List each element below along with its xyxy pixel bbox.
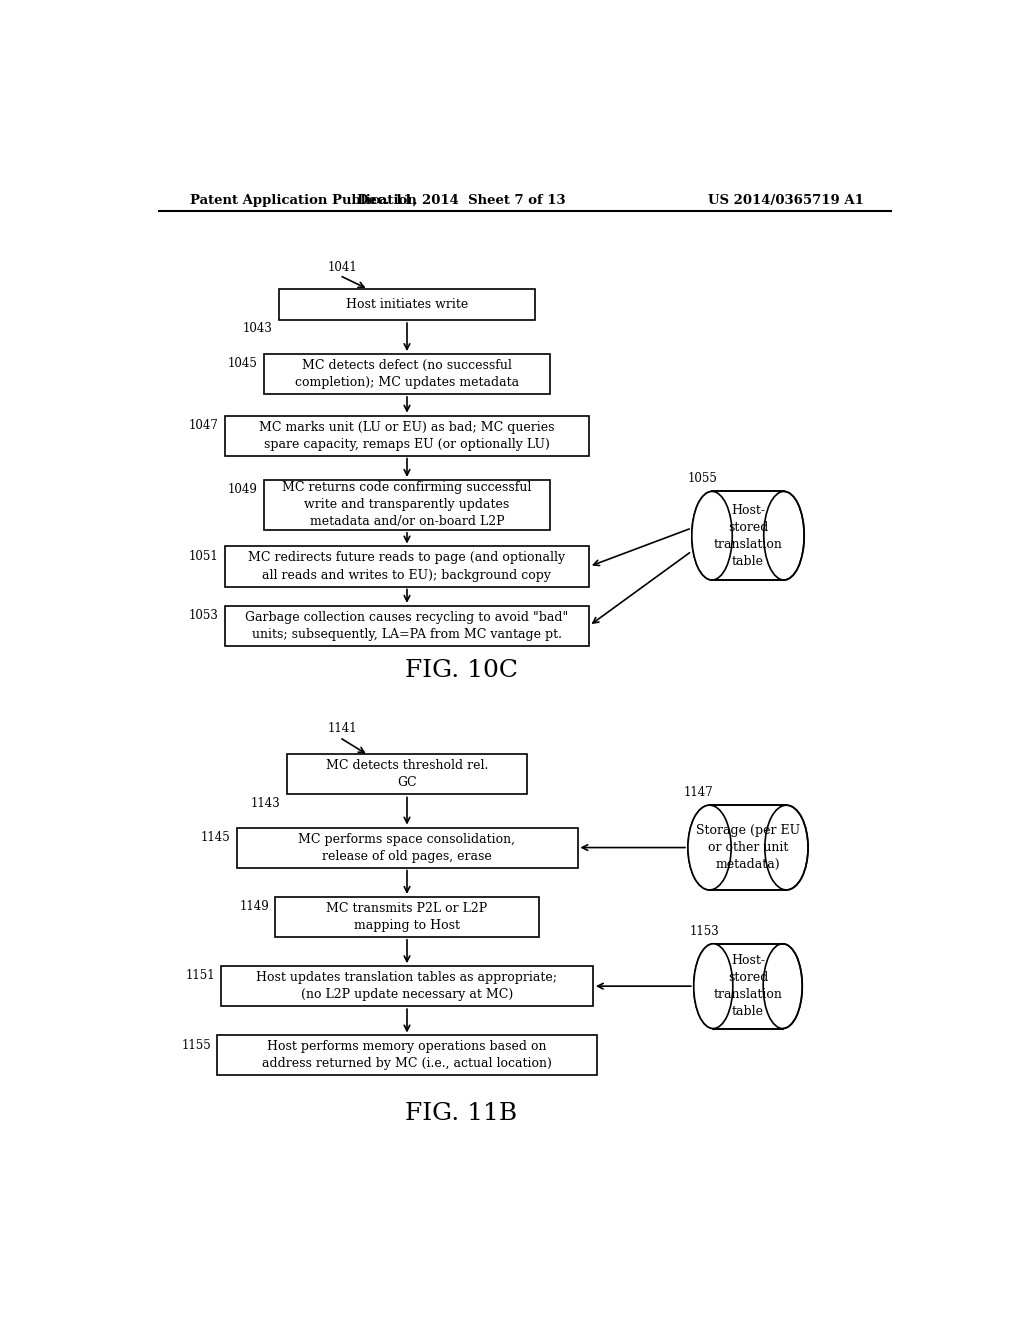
Ellipse shape [688,805,731,890]
Text: 1145: 1145 [201,830,230,843]
Bar [714,944,782,1028]
Text: MC performs space consolidation,
release of old pages, erase: MC performs space consolidation, release… [299,833,515,862]
Text: MC marks unit (LU or EU) as bad; MC queries
spare capacity, remaps EU (or option: MC marks unit (LU or EU) as bad; MC quer… [259,421,555,450]
Bar [712,491,784,579]
Ellipse shape [765,805,808,890]
Text: 1153: 1153 [690,924,720,937]
Text: 1051: 1051 [188,549,219,562]
Ellipse shape [692,491,732,579]
Bar [237,828,578,867]
Text: Garbage collection causes recycling to avoid "bad"
units; subsequently, LA=PA fr: Garbage collection causes recycling to a… [246,611,568,640]
Text: 1043: 1043 [243,322,273,335]
Bar [280,289,535,321]
Text: 1151: 1151 [185,969,215,982]
Text: 1047: 1047 [188,418,219,432]
Ellipse shape [692,491,732,579]
Ellipse shape [763,944,802,1028]
Text: Host updates translation tables as appropriate;
(no L2P update necessary at MC): Host updates translation tables as appro… [256,972,557,1001]
Text: 1041: 1041 [328,261,357,275]
Text: US 2014/0365719 A1: US 2014/0365719 A1 [709,194,864,207]
Text: FIG. 11B: FIG. 11B [406,1102,517,1125]
Text: FIG. 10C: FIG. 10C [404,659,518,682]
Text: 1045: 1045 [227,358,257,370]
Bar [225,546,589,586]
Bar [217,1035,597,1076]
Bar [714,944,782,1028]
Ellipse shape [693,944,733,1028]
Ellipse shape [764,491,804,579]
Ellipse shape [688,805,731,890]
Text: Host-
stored
translation
table: Host- stored translation table [714,504,782,568]
Text: Storage (per EU
or other unit
metadata): Storage (per EU or other unit metadata) [696,824,800,871]
Text: 1147: 1147 [684,785,714,799]
Bar [263,354,550,393]
Ellipse shape [693,944,733,1028]
Text: 1149: 1149 [240,900,269,913]
Text: MC returns code confirming successful
write and transparently updates
metadata a: MC returns code confirming successful wr… [283,482,531,528]
Text: Host performs memory operations based on
address returned by MC (i.e., actual lo: Host performs memory operations based on… [262,1040,552,1071]
Bar [225,606,589,645]
Text: MC transmits P2L or L2P
mapping to Host: MC transmits P2L or L2P mapping to Host [327,902,487,932]
Bar [710,805,786,890]
Bar [225,416,589,455]
Bar [287,755,527,795]
Bar [710,805,786,890]
Text: Host initiates write: Host initiates write [346,298,468,312]
Text: Dec. 11, 2014  Sheet 7 of 13: Dec. 11, 2014 Sheet 7 of 13 [357,194,565,207]
Bar [263,480,550,529]
Text: 1155: 1155 [181,1039,211,1052]
Text: 1055: 1055 [688,473,718,486]
Bar [712,491,784,579]
Text: 1049: 1049 [227,483,257,496]
Text: MC detects defect (no successful
completion); MC updates metadata: MC detects defect (no successful complet… [295,359,519,389]
Bar [221,966,593,1006]
Text: 1053: 1053 [188,609,219,622]
Bar [275,896,539,937]
Text: Host-
stored
translation
table: Host- stored translation table [714,954,782,1018]
Text: Patent Application Publication: Patent Application Publication [190,194,417,207]
Text: 1143: 1143 [251,797,281,809]
Text: 1141: 1141 [328,722,357,735]
Text: MC redirects future reads to page (and optionally
all reads and writes to EU); b: MC redirects future reads to page (and o… [249,552,565,582]
Text: MC detects threshold rel.
GC: MC detects threshold rel. GC [326,759,488,789]
